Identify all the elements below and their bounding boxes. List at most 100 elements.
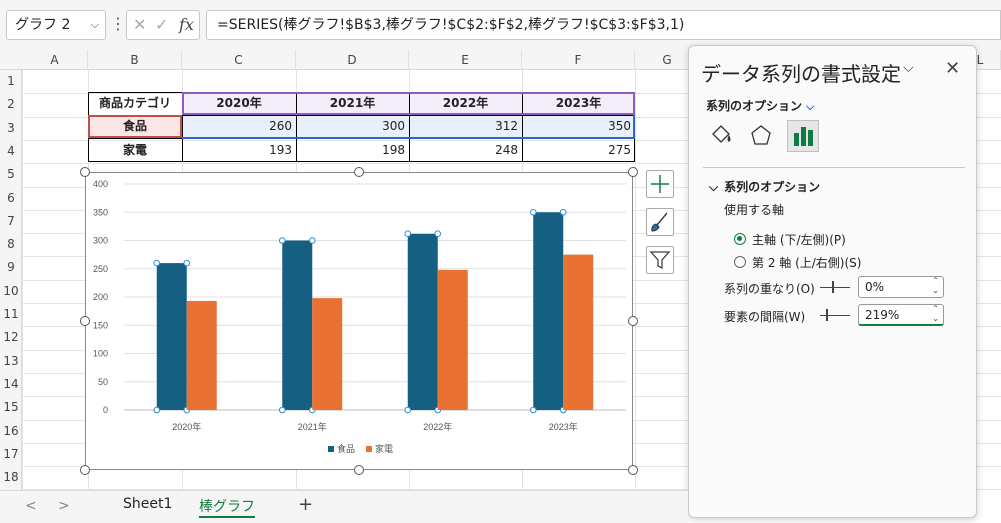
bar-食品-2023年[interactable] bbox=[533, 212, 564, 410]
bar-家電-2021年[interactable] bbox=[312, 298, 343, 410]
overlap-slider-thumb[interactable] bbox=[832, 281, 834, 293]
table-value-cell[interactable]: 193 bbox=[269, 143, 292, 157]
effects-tab[interactable] bbox=[745, 120, 777, 152]
table-border bbox=[88, 115, 90, 138]
resize-handle[interactable] bbox=[80, 167, 90, 177]
bar-家電-2020年[interactable] bbox=[186, 300, 217, 410]
bar-食品-2020年[interactable] bbox=[156, 263, 187, 410]
resize-handle[interactable] bbox=[628, 167, 638, 177]
gap-slider[interactable] bbox=[820, 315, 850, 316]
table-value-cell[interactable]: 198 bbox=[382, 143, 405, 157]
bar-selection-handle bbox=[529, 406, 537, 414]
chart-plot[interactable]: 0 50 100 150 200 250 300 350 400 2020年 2021年 2022年 2… bbox=[86, 173, 632, 469]
chart-elements-button[interactable] bbox=[646, 170, 674, 198]
row-header[interactable]: 10 bbox=[3, 283, 19, 298]
add-sheet-button[interactable]: + bbox=[298, 494, 314, 515]
legend-swatch[interactable] bbox=[328, 446, 334, 452]
resize-handle[interactable] bbox=[628, 465, 638, 475]
row-header[interactable]: 16 bbox=[3, 423, 19, 438]
prev-sheet-icon[interactable]: < bbox=[25, 498, 37, 514]
series-options-tab[interactable] bbox=[787, 120, 819, 152]
row-header[interactable]: 7 bbox=[7, 213, 15, 228]
table-value-cell[interactable]: 275 bbox=[608, 143, 631, 157]
chart-filters-button[interactable] bbox=[646, 246, 674, 274]
table-header-cell[interactable]: 2023年 bbox=[522, 92, 635, 115]
column-header[interactable]: D bbox=[296, 50, 409, 70]
bar-食品-2022年[interactable] bbox=[407, 233, 438, 410]
gap-slider-thumb[interactable] bbox=[826, 309, 828, 321]
row-header[interactable]: 6 bbox=[7, 190, 15, 205]
table-value-cell[interactable]: 248 bbox=[495, 143, 518, 157]
column-header[interactable]: C bbox=[182, 50, 296, 70]
column-header[interactable]: F bbox=[522, 50, 635, 70]
enter-icon[interactable]: ✓ bbox=[155, 15, 169, 34]
resize-handle[interactable] bbox=[628, 316, 638, 326]
chart[interactable]: 0 50 100 150 200 250 300 350 400 2020年 2021年 2022年 2… bbox=[85, 172, 633, 470]
bar-家電-2023年[interactable] bbox=[563, 254, 594, 410]
column-header[interactable]: E bbox=[409, 50, 522, 70]
legend-swatch[interactable] bbox=[366, 446, 372, 452]
row-header[interactable]: 17 bbox=[3, 446, 19, 461]
y-tick-label: 250 bbox=[93, 264, 108, 274]
sheet-tab-bar-chart[interactable]: 棒グラフ bbox=[199, 496, 255, 518]
row-header[interactable]: 15 bbox=[3, 400, 19, 415]
radio-checked[interactable] bbox=[734, 233, 746, 245]
bar-selection-handle bbox=[404, 230, 412, 238]
fill-line-tab[interactable] bbox=[705, 120, 737, 152]
chart-styles-button[interactable] bbox=[646, 208, 674, 236]
table-header-cell[interactable]: 2021年 bbox=[296, 92, 409, 115]
table-value-cell[interactable]: 312 bbox=[409, 115, 522, 138]
column-header[interactable]: A bbox=[22, 50, 88, 70]
table-row-label[interactable]: 家電 bbox=[122, 143, 147, 157]
gap-input[interactable]: 219% ⌃ ⌄ bbox=[858, 304, 944, 326]
cancel-icon[interactable]: ✕ bbox=[133, 15, 147, 34]
legend-label: 食品 bbox=[337, 443, 355, 454]
row-header[interactable]: 2 bbox=[7, 97, 15, 112]
radio-unchecked[interactable] bbox=[734, 256, 746, 268]
row-header[interactable]: 12 bbox=[3, 330, 19, 345]
row-header[interactable]: 5 bbox=[7, 167, 15, 182]
row-header[interactable]: 3 bbox=[7, 120, 15, 135]
formula-input[interactable]: =SERIES(棒グラフ!$B$3,棒グラフ!$C$2:$F$2,棒グラフ!$C… bbox=[206, 10, 1001, 40]
resize-handle[interactable] bbox=[80, 316, 90, 326]
resize-handle[interactable] bbox=[354, 167, 364, 177]
chevron-down-icon[interactable]: ⌵ bbox=[90, 18, 99, 31]
resize-handle[interactable] bbox=[354, 465, 364, 475]
more-options-icon[interactable]: ⋮ bbox=[110, 14, 126, 33]
table-value-cell[interactable]: 260 bbox=[182, 115, 296, 138]
bar-食品-2021年[interactable] bbox=[282, 240, 313, 411]
table-header-cell[interactable]: 2022年 bbox=[409, 92, 522, 115]
spinner-arrows-icon[interactable]: ⌃ ⌄ bbox=[932, 276, 939, 295]
bar-selection-handle bbox=[183, 259, 191, 267]
column-header[interactable]: B bbox=[88, 50, 182, 70]
resize-handle[interactable] bbox=[80, 465, 90, 475]
bar-家電-2022年[interactable] bbox=[437, 269, 468, 410]
table-header-cell[interactable]: 2020年 bbox=[182, 92, 296, 115]
overlap-slider[interactable] bbox=[820, 287, 850, 288]
next-sheet-icon[interactable]: > bbox=[58, 498, 70, 514]
overlap-input[interactable]: 0% ⌃ ⌄ bbox=[858, 276, 944, 298]
chevron-down-icon[interactable]: ⌵ bbox=[903, 60, 914, 76]
series-options-dropdown[interactable]: 系列のオプション ⌵ bbox=[706, 97, 814, 114]
row-header[interactable]: 13 bbox=[3, 353, 19, 368]
name-box[interactable]: グラフ 2 ⌵ bbox=[6, 10, 106, 40]
table-value-cell[interactable]: 350 bbox=[522, 115, 635, 138]
fx-icon[interactable]: fx bbox=[179, 15, 194, 34]
series-options-section[interactable]: ⌵ 系列のオプション bbox=[709, 178, 820, 195]
row-header[interactable]: 8 bbox=[7, 237, 15, 252]
table-border bbox=[88, 115, 635, 116]
row-header[interactable]: 1 bbox=[7, 74, 15, 88]
row-header[interactable]: 18 bbox=[3, 470, 19, 485]
table-row-label[interactable]: 食品 bbox=[88, 115, 182, 138]
row-header[interactable]: 4 bbox=[7, 143, 15, 158]
close-icon[interactable]: ✕ bbox=[945, 58, 961, 79]
table-value-cell[interactable]: 300 bbox=[296, 115, 409, 138]
sheet-tab-sheet1[interactable]: Sheet1 bbox=[123, 496, 173, 512]
row-header[interactable]: 11 bbox=[3, 307, 19, 321]
pane-divider bbox=[703, 167, 965, 168]
row-header[interactable]: 9 bbox=[7, 260, 15, 275]
table-header-cell[interactable]: 商品カテゴリ bbox=[98, 96, 171, 110]
table-border bbox=[180, 115, 182, 138]
spinner-arrows-icon[interactable]: ⌃ ⌄ bbox=[932, 304, 939, 323]
row-header[interactable]: 14 bbox=[3, 376, 19, 391]
